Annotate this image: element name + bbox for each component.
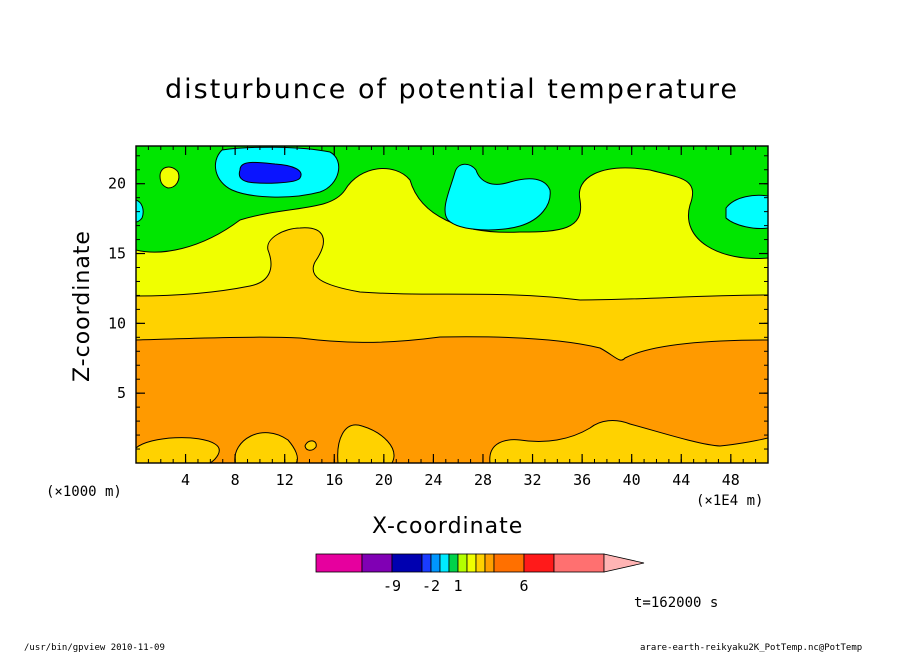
x-tick-label: 48 — [722, 471, 740, 489]
y-tick-label: 15 — [108, 245, 126, 263]
colorbar-cell — [466, 553, 477, 573]
colorbar-label: -9 — [383, 577, 401, 595]
bump-5 — [489, 420, 768, 463]
x-tick-label: 12 — [276, 471, 294, 489]
y-tick-label: 10 — [108, 314, 126, 332]
x-tick-label: 28 — [474, 471, 492, 489]
colorbar-label: 6 — [519, 577, 528, 595]
cyan-blob-center — [444, 163, 551, 231]
x-tick-label: 40 — [623, 471, 641, 489]
x-scale-note: (×1E4 m) — [696, 493, 764, 509]
colorbar-cell — [439, 553, 450, 573]
x-tick-label: 24 — [424, 471, 442, 489]
colorbar-cell — [484, 553, 495, 573]
y-axis-label: Z-coordinate — [70, 230, 95, 382]
cyan-blob-right — [725, 194, 768, 229]
x-axis-label: X-coordinate — [372, 514, 524, 539]
x-unit-note: (×1000 m) — [46, 484, 122, 500]
x-tick-label: 32 — [524, 471, 542, 489]
bump-1 — [136, 437, 220, 463]
colorbar: -9 -2 1 6 — [315, 553, 645, 595]
colorbar-cell — [430, 553, 441, 573]
bump-2 — [234, 432, 298, 463]
x-tick-label: 16 — [325, 471, 343, 489]
colorbar-cell — [475, 553, 486, 573]
contour-field — [136, 146, 768, 463]
y-axis-ticks: 5 10 15 20 — [108, 175, 768, 402]
x-tick-label: 20 — [375, 471, 393, 489]
colorbar-label: 1 — [453, 577, 462, 595]
colorbar-cell — [553, 553, 605, 573]
yellow-blob-small — [159, 166, 180, 189]
y-tick-label: 5 — [117, 384, 126, 402]
colorbar-label: -2 — [422, 577, 440, 595]
plot-frame — [135, 145, 769, 464]
bump-3 — [304, 440, 317, 451]
x-tick-label: 8 — [231, 471, 240, 489]
colorbar-cell — [315, 553, 363, 573]
colorbar-cell — [448, 553, 459, 573]
x-tick-label: 36 — [573, 471, 591, 489]
colorbar-cell — [457, 553, 468, 573]
colorbar-cell — [391, 553, 423, 573]
colorbar-cell — [523, 553, 555, 573]
colorbar-cell — [421, 553, 432, 573]
footer-right: arare-earth-reikyaku2K_PotTemp.nc@PotTem… — [640, 643, 863, 653]
x-tick-label: 4 — [181, 471, 190, 489]
colorbar-arrow — [603, 553, 645, 573]
x-tick-label: 44 — [672, 471, 690, 489]
chart-title: disturbunce of potential temperature — [165, 74, 739, 105]
time-label: t=162000 s — [634, 595, 719, 611]
cyan-blob-left-edge — [136, 199, 144, 223]
blue-blob-top — [238, 161, 302, 184]
y-tick-label: 20 — [108, 175, 126, 193]
bump-4 — [337, 424, 395, 463]
colorbar-cell — [361, 553, 393, 573]
footer-left: /usr/bin/gpview 2010-11-09 — [24, 643, 165, 653]
x-axis-ticks: 4 8 12 16 20 24 28 32 36 40 44 48 — [181, 146, 740, 489]
colorbar-cell — [493, 553, 525, 573]
